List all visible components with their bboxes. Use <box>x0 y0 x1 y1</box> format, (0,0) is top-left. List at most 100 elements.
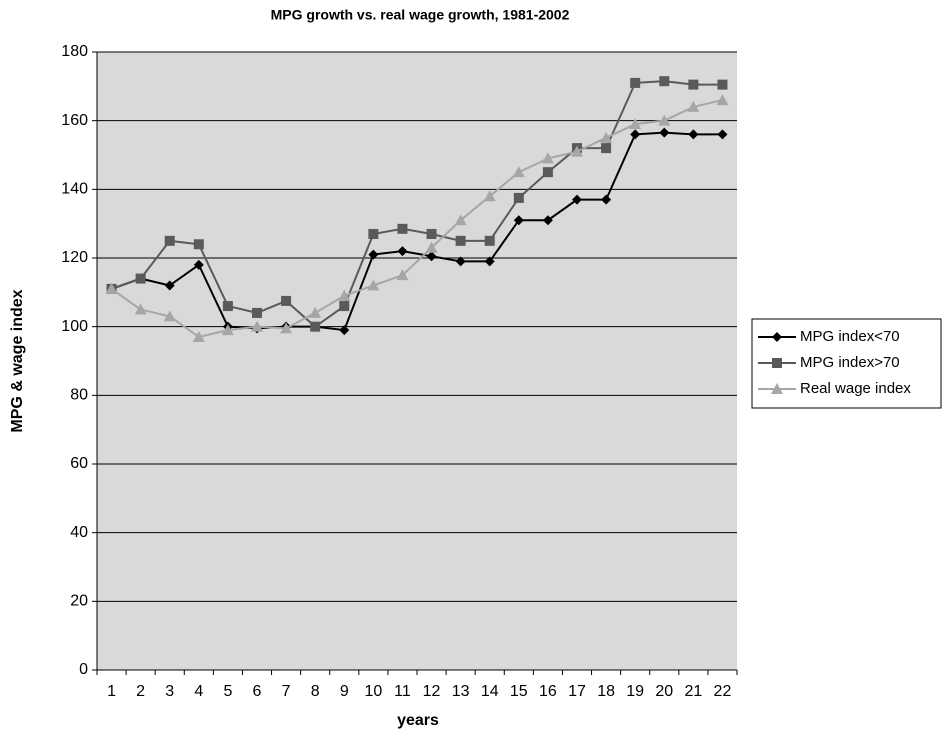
marker <box>455 235 466 246</box>
x-tick-label: 6 <box>253 683 262 700</box>
marker <box>105 282 118 294</box>
marker <box>338 289 351 301</box>
marker <box>601 194 612 205</box>
y-tick-label: 180 <box>61 43 88 60</box>
marker <box>629 118 642 130</box>
marker <box>687 100 700 112</box>
y-axis-label: MPG & wage index <box>9 289 26 432</box>
x-tick-label: 11 <box>394 683 411 700</box>
marker <box>164 280 175 291</box>
marker <box>484 235 495 246</box>
legend-marker <box>771 383 783 394</box>
marker <box>397 223 408 234</box>
marker <box>455 256 466 267</box>
marker <box>571 145 583 157</box>
y-tick-label: 20 <box>70 593 88 610</box>
x-tick-label: 5 <box>223 683 232 700</box>
marker <box>513 215 524 226</box>
x-tick-label: 3 <box>165 683 174 700</box>
marker <box>659 127 670 138</box>
marker <box>659 76 670 87</box>
marker <box>717 79 728 90</box>
x-tick-label: 21 <box>684 683 702 700</box>
x-tick-label: 22 <box>714 683 732 700</box>
marker <box>192 330 205 342</box>
plot-area <box>97 52 737 670</box>
marker <box>688 129 699 140</box>
marker <box>630 77 641 88</box>
legend-label: Real wage index <box>800 380 911 397</box>
marker <box>426 228 437 239</box>
x-tick-label: 20 <box>655 683 673 700</box>
marker <box>164 235 175 246</box>
marker <box>716 94 729 106</box>
marker <box>368 228 379 239</box>
x-tick-label: 17 <box>568 683 586 700</box>
x-tick-label: 18 <box>597 683 615 700</box>
x-tick-label: 2 <box>136 683 145 700</box>
y-tick-label: 100 <box>61 318 88 335</box>
marker <box>367 279 380 291</box>
x-tick-label: 8 <box>311 683 320 700</box>
marker <box>310 321 321 332</box>
marker <box>513 192 524 203</box>
y-tick-label: 0 <box>79 661 88 678</box>
marker <box>221 324 234 336</box>
marker <box>368 249 379 260</box>
marker <box>484 256 495 267</box>
series-line <box>111 80 723 328</box>
y-tick-label: 40 <box>70 524 88 541</box>
marker <box>135 273 146 284</box>
x-tick-label: 12 <box>423 683 441 700</box>
marker <box>252 307 262 318</box>
x-tick-label: 16 <box>539 683 557 700</box>
y-tick-label: 140 <box>61 181 88 198</box>
marker <box>630 129 641 140</box>
marker <box>658 114 671 126</box>
marker <box>222 301 233 312</box>
marker <box>163 310 176 322</box>
series-line <box>111 131 723 332</box>
marker <box>426 251 437 262</box>
x-tick-label: 13 <box>452 683 470 700</box>
marker <box>309 306 322 318</box>
marker <box>281 295 292 306</box>
x-tick-label: 1 <box>107 683 116 700</box>
marker <box>134 303 147 315</box>
marker <box>572 194 582 205</box>
marker <box>193 259 204 270</box>
x-axis-label: years <box>397 712 439 729</box>
y-tick-label: 60 <box>70 455 88 472</box>
x-tick-label: 19 <box>626 683 644 700</box>
legend-label: MPG index>70 <box>800 354 900 371</box>
marker <box>542 167 553 178</box>
marker <box>339 325 350 336</box>
marker <box>717 129 728 140</box>
x-tick-label: 14 <box>481 683 499 700</box>
chart-title: MPG growth vs. real wage growth, 1981-20… <box>271 7 570 23</box>
x-tick-label: 10 <box>364 683 382 700</box>
y-tick-label: 160 <box>61 112 88 129</box>
marker <box>601 143 612 154</box>
legend-marker <box>772 332 782 342</box>
series-line <box>110 99 723 339</box>
marker <box>541 152 554 164</box>
marker <box>193 239 204 250</box>
marker <box>425 241 438 253</box>
x-tick-label: 9 <box>340 683 349 700</box>
marker <box>397 246 408 257</box>
legend-label: MPG index<70 <box>800 328 900 345</box>
marker <box>251 320 263 332</box>
x-tick-label: 7 <box>282 683 291 700</box>
y-tick-label: 120 <box>61 249 88 266</box>
marker <box>542 215 553 226</box>
x-tick-label: 4 <box>194 683 203 700</box>
marker <box>600 131 613 143</box>
marker <box>454 214 467 226</box>
marker <box>483 190 496 202</box>
marker <box>396 269 409 281</box>
marker <box>512 166 525 178</box>
y-tick-label: 80 <box>70 387 88 404</box>
marker <box>339 301 350 312</box>
legend-marker <box>772 358 782 368</box>
